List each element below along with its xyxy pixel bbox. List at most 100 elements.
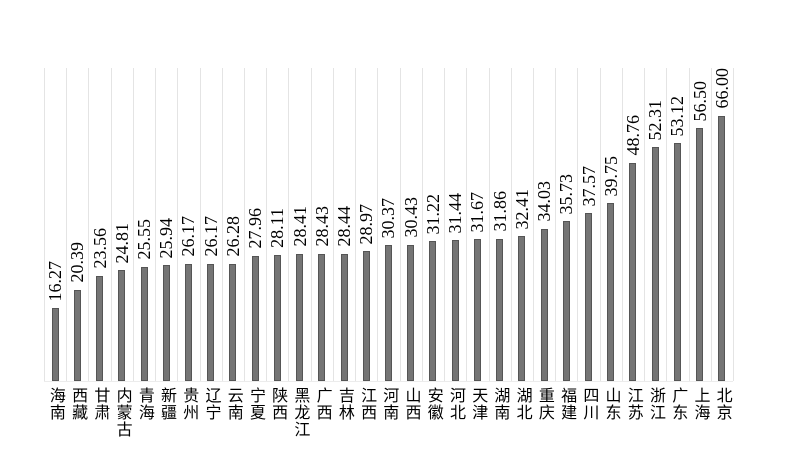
value-label: 28.43 bbox=[311, 206, 332, 247]
value-label: 31.86 bbox=[489, 191, 510, 232]
gridline bbox=[199, 68, 201, 381]
bar-slot: 53.12 bbox=[666, 68, 688, 381]
gridline bbox=[44, 68, 45, 381]
value-label: 30.37 bbox=[378, 197, 399, 239]
bar-slot: 28.97 bbox=[355, 68, 377, 381]
bar bbox=[362, 251, 370, 381]
category-label: 福建 bbox=[558, 387, 576, 421]
gridline bbox=[244, 68, 246, 381]
bar-slot: 28.11 bbox=[266, 68, 288, 381]
gridline bbox=[155, 68, 157, 381]
gridline bbox=[110, 68, 112, 381]
value-label: 30.43 bbox=[400, 197, 421, 238]
bar-slot: 25.55 bbox=[133, 68, 155, 381]
category-label: 贵州 bbox=[180, 387, 198, 421]
bar-slot: 37.57 bbox=[577, 68, 599, 381]
bar-slot: 31.86 bbox=[489, 68, 511, 381]
category-label: 山西 bbox=[402, 387, 420, 421]
category-label: 黑龙江 bbox=[291, 387, 309, 438]
bar-slot: 32.41 bbox=[511, 68, 533, 381]
bar bbox=[696, 128, 704, 381]
value-label: 16.27 bbox=[45, 260, 66, 302]
value-label: 25.94 bbox=[156, 217, 177, 259]
bar bbox=[540, 228, 548, 381]
bar bbox=[562, 221, 570, 381]
bar bbox=[585, 213, 593, 381]
value-label: 35.73 bbox=[556, 173, 577, 215]
bar-slot: 28.44 bbox=[333, 68, 355, 381]
value-label: 28.97 bbox=[356, 203, 377, 245]
gridline bbox=[644, 68, 646, 381]
gridline bbox=[355, 68, 357, 381]
gridline bbox=[132, 68, 134, 381]
value-label: 27.96 bbox=[245, 208, 266, 249]
category-label: 辽宁 bbox=[202, 387, 220, 421]
bar bbox=[118, 270, 126, 381]
gridline bbox=[532, 68, 534, 381]
category-label: 内蒙古 bbox=[113, 387, 131, 438]
category-label: 吉林 bbox=[335, 387, 353, 421]
bar-slot: 20.39 bbox=[66, 68, 88, 381]
category-label: 广东 bbox=[669, 387, 687, 421]
bar bbox=[429, 241, 437, 381]
bar-slot: 31.67 bbox=[466, 68, 488, 381]
bar bbox=[73, 289, 81, 381]
value-label: 23.56 bbox=[89, 228, 110, 269]
gridline bbox=[555, 68, 557, 381]
gridline bbox=[88, 68, 90, 381]
category-label: 陕西 bbox=[269, 387, 287, 421]
bar-slot: 35.73 bbox=[555, 68, 577, 381]
bar bbox=[384, 245, 392, 381]
gridline bbox=[288, 68, 290, 381]
gridline bbox=[577, 68, 579, 381]
value-label: 34.03 bbox=[534, 181, 555, 222]
category-label: 广西 bbox=[313, 387, 331, 421]
bar bbox=[251, 255, 259, 381]
gridline bbox=[510, 68, 512, 381]
bar bbox=[473, 239, 481, 381]
bar-slot: 23.56 bbox=[88, 68, 110, 381]
gridline bbox=[666, 68, 668, 381]
gridline bbox=[66, 68, 68, 381]
gridline bbox=[444, 68, 446, 381]
bar bbox=[451, 240, 459, 381]
bar bbox=[496, 238, 504, 381]
category-label: 新疆 bbox=[158, 387, 176, 421]
category-label: 西藏 bbox=[69, 387, 87, 421]
gridline bbox=[710, 68, 712, 381]
value-label: 28.11 bbox=[267, 208, 288, 249]
bar bbox=[184, 263, 192, 381]
bar bbox=[651, 147, 659, 381]
category-label: 江苏 bbox=[624, 387, 642, 421]
category-label: 山东 bbox=[602, 387, 620, 421]
category-label: 云南 bbox=[224, 387, 242, 421]
bar-slot: 26.17 bbox=[200, 68, 222, 381]
bar-slot: 26.28 bbox=[222, 68, 244, 381]
value-label: 53.12 bbox=[667, 95, 688, 137]
bar-slot: 26.17 bbox=[177, 68, 199, 381]
bar-slot: 27.96 bbox=[244, 68, 266, 381]
category-label: 浙江 bbox=[647, 387, 664, 421]
bar-slot: 24.81 bbox=[111, 68, 133, 381]
bar-slot: 31.44 bbox=[444, 68, 466, 381]
bar bbox=[673, 143, 681, 381]
value-label: 32.41 bbox=[511, 188, 532, 230]
gridline bbox=[421, 68, 423, 381]
value-label: 20.39 bbox=[67, 242, 88, 283]
gridline bbox=[488, 68, 490, 381]
category-label: 四川 bbox=[580, 387, 598, 421]
bar bbox=[407, 244, 415, 381]
gridline bbox=[177, 68, 179, 381]
category-label: 宁夏 bbox=[246, 387, 264, 421]
bar-slot: 52.31 bbox=[644, 68, 666, 381]
value-label: 39.75 bbox=[600, 155, 621, 197]
value-label: 48.76 bbox=[622, 115, 643, 156]
gridline bbox=[399, 68, 401, 381]
gridline bbox=[332, 68, 334, 381]
bar bbox=[162, 265, 170, 381]
gridline bbox=[621, 68, 623, 381]
category-label: 河南 bbox=[380, 387, 398, 421]
category-label: 海南 bbox=[46, 387, 64, 421]
value-label: 26.17 bbox=[200, 216, 221, 257]
bar bbox=[340, 253, 348, 381]
